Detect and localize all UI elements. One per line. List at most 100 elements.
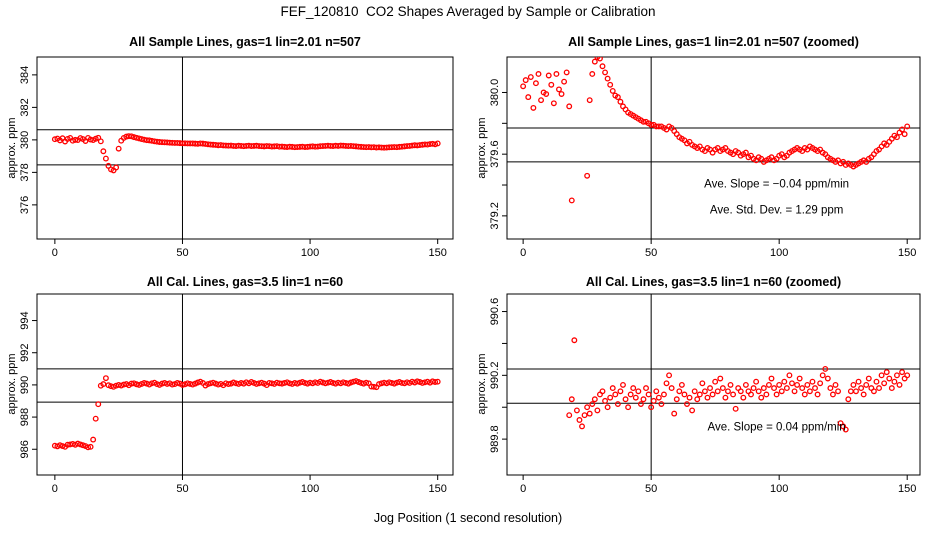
data-point <box>878 372 885 379</box>
data-point <box>138 136 145 143</box>
data-point <box>640 118 647 125</box>
data-point <box>719 385 726 392</box>
data-point <box>712 378 719 385</box>
data-point <box>847 388 854 395</box>
data-point <box>824 375 831 382</box>
data-point <box>622 396 629 403</box>
data-point <box>174 380 181 386</box>
annotation-text: Ave. Slope = 0.04 ppm/min <box>708 421 846 433</box>
x-tick-label: 50 <box>176 247 188 259</box>
data-point <box>591 58 598 65</box>
data-point <box>684 401 690 407</box>
data-point <box>125 133 132 140</box>
data-point <box>640 396 647 403</box>
data-points-group <box>51 375 441 451</box>
data-point <box>266 380 273 386</box>
data-point <box>90 436 97 443</box>
data-point <box>573 407 580 414</box>
y-tick-label: 379.6 <box>489 140 501 168</box>
data-point <box>602 397 609 404</box>
data-point <box>434 378 441 385</box>
data-point <box>778 388 785 395</box>
data-point <box>806 388 813 395</box>
data-point <box>79 442 86 449</box>
data-point <box>566 103 573 110</box>
data-point <box>696 391 703 398</box>
data-point <box>742 149 749 156</box>
data-point <box>538 97 545 104</box>
data-point <box>77 441 84 448</box>
x-tick-label: 0 <box>520 247 526 259</box>
data-point <box>901 131 908 138</box>
data-point <box>648 404 655 411</box>
data-point <box>637 401 644 407</box>
panel-1: 0 50 100 150 379.2 379.6 380.0 Ave. Slope = −0.… <box>489 56 921 259</box>
x-tick-label: 0 <box>520 483 526 495</box>
data-point <box>707 385 713 392</box>
panel-3: 0 50 100 150 989.8 990.2 990.6 Ave. Slope = 0.0… <box>489 293 921 495</box>
data-point <box>686 394 693 401</box>
data-point <box>650 397 657 404</box>
data-point <box>419 380 426 386</box>
data-point <box>896 381 903 388</box>
data-point <box>57 442 63 449</box>
data-point <box>727 381 734 388</box>
data-point <box>783 385 790 392</box>
data-point <box>632 394 639 401</box>
data-point <box>571 337 578 344</box>
data-point <box>904 372 911 379</box>
data-point <box>804 381 811 388</box>
annotation-text: Ave. Slope = −0.04 ppm/min <box>704 178 849 190</box>
data-point <box>205 381 211 388</box>
y-tick-label: 992 <box>19 344 31 362</box>
data-point <box>543 91 550 97</box>
data-point <box>666 372 673 379</box>
data-point <box>612 391 619 398</box>
data-point <box>899 369 906 376</box>
data-point <box>432 379 439 385</box>
data-point <box>817 380 824 387</box>
x-tick-label: 150 <box>898 247 916 259</box>
y-tick-label: 378 <box>19 163 31 181</box>
y-tick-label: 380 <box>19 131 31 149</box>
data-point <box>535 71 542 77</box>
data-point <box>730 391 737 398</box>
data-point <box>95 401 102 408</box>
x-tick-label: 100 <box>301 247 319 259</box>
panel-0: 0 50 100 150 376 378 380 382 384 <box>19 56 454 259</box>
data-point <box>553 71 560 77</box>
data-point <box>819 372 826 379</box>
data-point <box>722 394 729 401</box>
data-point <box>899 126 906 133</box>
y-tick-label: 989.8 <box>489 425 501 453</box>
data-point <box>645 391 652 398</box>
data-point <box>179 381 186 388</box>
plot-box <box>36 56 454 240</box>
data-point <box>786 372 793 379</box>
data-point <box>596 57 603 62</box>
data-point <box>131 134 137 141</box>
data-point <box>725 388 731 395</box>
data-point <box>663 380 670 387</box>
data-point <box>863 381 870 388</box>
y-axis-label-cal-zoomed: approx. ppm <box>476 353 488 415</box>
data-point <box>753 378 760 385</box>
data-point <box>635 388 642 395</box>
data-point <box>586 410 593 417</box>
data-point <box>614 401 621 407</box>
data-point <box>113 164 120 171</box>
data-point <box>888 385 895 392</box>
y-tick-label: 990.6 <box>489 298 501 326</box>
data-point <box>525 94 532 101</box>
data-point <box>386 379 393 386</box>
data-point <box>169 381 176 388</box>
data-point <box>835 388 842 395</box>
data-point <box>876 385 882 392</box>
data-point <box>742 381 749 388</box>
data-point <box>586 97 593 104</box>
data-point <box>340 379 347 386</box>
data-point <box>796 375 803 382</box>
data-point <box>643 385 649 392</box>
x-tick-label: 0 <box>52 483 58 495</box>
data-point <box>865 375 872 382</box>
